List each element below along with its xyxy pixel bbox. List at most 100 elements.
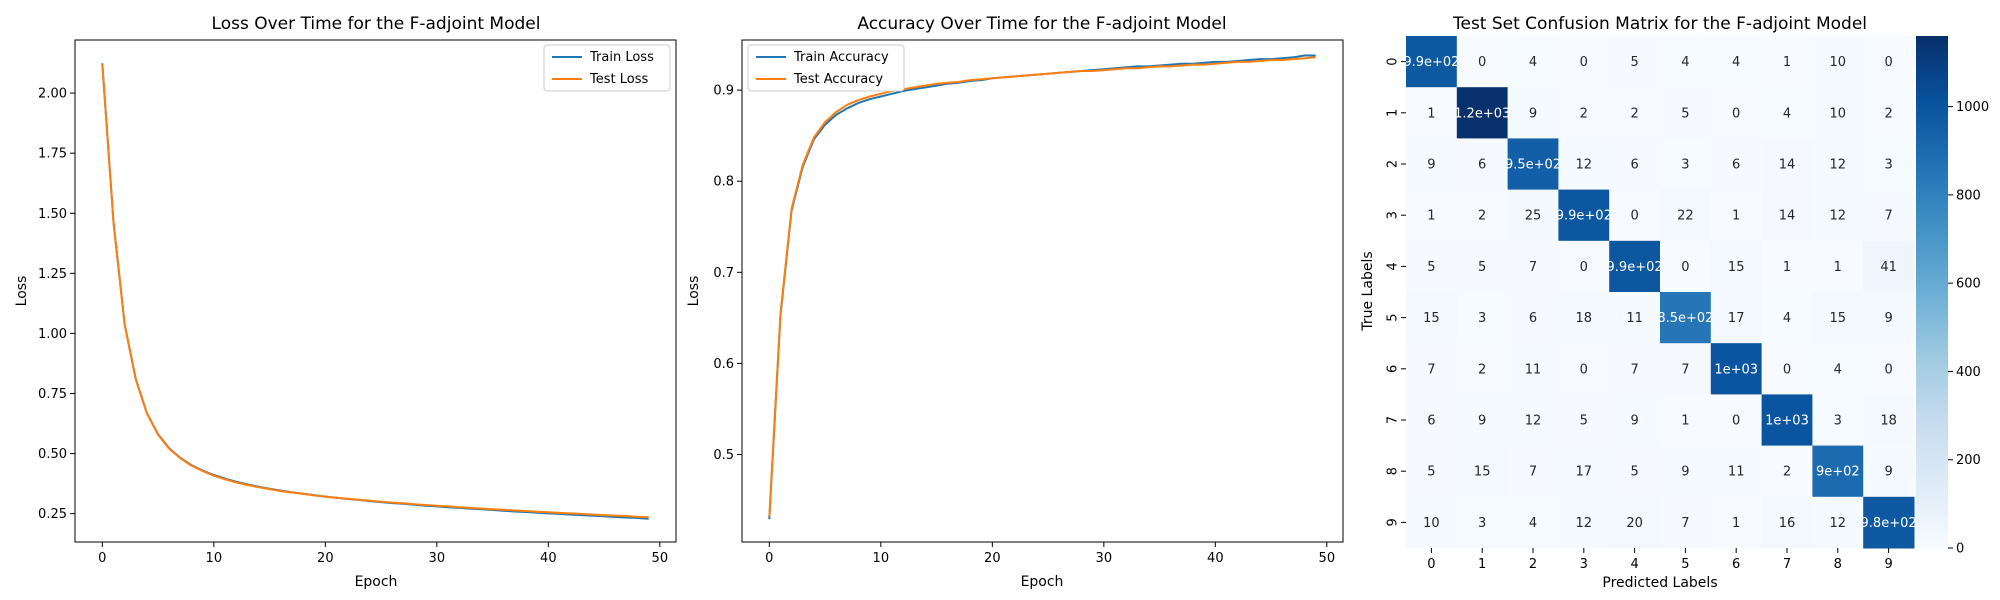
matrix-cell-label: 15 xyxy=(1830,311,1847,326)
matrix-cell xyxy=(1710,445,1763,498)
matrix-cell-label: 3 xyxy=(1834,414,1842,429)
matrix-cell-label: 11 xyxy=(1626,311,1643,326)
matrix-cell-label: 15 xyxy=(1423,311,1440,326)
matrix-cell-label: 17 xyxy=(1728,311,1745,326)
x-tick-label: 20 xyxy=(317,551,334,566)
matrix-cell-label: 9 xyxy=(1884,465,1892,480)
loss-y-ticks: 0.25 0.50 0.75 1.00 1.25 1.50 1.75 2.00 xyxy=(38,87,75,522)
matrix-cell xyxy=(1761,36,1813,88)
confusion-matrix-cells: 9.9e+02 0 4 0 5 4 4 1 10 01 1.2e+03 9 2 2 5 0 4 10 29 6 9.5e… xyxy=(1403,36,1917,549)
matrix-cell-label: 4 xyxy=(1783,311,1791,326)
matrix-cell-label: 5 xyxy=(1478,260,1486,275)
matrix-cell xyxy=(1812,292,1864,344)
loss-x-ticks: 0 10 20 30 40 50 xyxy=(98,542,668,566)
matrix-cell xyxy=(1710,292,1763,344)
matrix-cell-label: 9 xyxy=(1427,158,1435,173)
accuracy-panel: Accuracy Over Time for the F-adjoint Mod… xyxy=(686,14,1344,590)
x-tick-label: 10 xyxy=(873,551,890,566)
matrix-cell-label: 9.9e+02 xyxy=(1403,55,1459,70)
matrix-cell xyxy=(1406,292,1458,344)
x-tick-label: 2 xyxy=(1529,557,1537,572)
matrix-cell-label: 12 xyxy=(1525,414,1542,429)
x-tick-label: 9 xyxy=(1884,557,1892,572)
x-tick-label: 0 xyxy=(765,551,773,566)
colorbar-tick-label: 0 xyxy=(1956,542,1964,557)
matrix-cell xyxy=(1660,36,1712,88)
matrix-cell-label: 0 xyxy=(1580,260,1588,275)
x-tick-label: 50 xyxy=(1319,551,1336,566)
x-tick-label: 50 xyxy=(652,551,669,566)
matrix-cell xyxy=(1609,445,1661,498)
matrix-cell xyxy=(1812,36,1864,88)
matrix-cell xyxy=(1456,138,1509,191)
matrix-cell xyxy=(1660,394,1712,447)
matrix-cell xyxy=(1609,240,1661,293)
matrix-cell xyxy=(1507,36,1559,88)
matrix-cell-label: 11 xyxy=(1525,362,1542,377)
matrix-cell xyxy=(1812,343,1864,395)
y-tick-label: 0.6 xyxy=(713,357,734,372)
matrix-cell xyxy=(1812,240,1864,293)
matrix-cell xyxy=(1863,87,1915,139)
matrix-cell-label: 12 xyxy=(1830,158,1847,173)
matrix-cell-label: 7 xyxy=(1427,362,1435,377)
matrix-cell xyxy=(1812,189,1864,242)
matrix-cell-label: 11 xyxy=(1728,465,1745,480)
matrix-cell-label: 5 xyxy=(1427,465,1435,480)
matrix-cell xyxy=(1609,138,1661,191)
confusion-y-label: True Labels xyxy=(1360,251,1376,331)
matrix-cell-label: 1 xyxy=(1427,106,1435,121)
legend-label-train-accuracy: Train Accuracy xyxy=(793,50,889,65)
colorbar-tick-label: 200 xyxy=(1956,453,1981,468)
matrix-cell xyxy=(1812,87,1864,139)
matrix-cell xyxy=(1558,445,1610,498)
matrix-cell-label: 7 xyxy=(1630,362,1638,377)
x-tick-label: 30 xyxy=(1096,551,1113,566)
y-tick-label: 0 xyxy=(1386,57,1401,65)
matrix-cell-label: 1.2e+03 xyxy=(1454,106,1510,121)
matrix-cell xyxy=(1863,240,1915,293)
confusion-panel: Test Set Confusion Matrix for the F-adjo… xyxy=(1360,14,1917,591)
matrix-cell-label: 4 xyxy=(1783,106,1791,121)
matrix-cell xyxy=(1406,445,1458,498)
matrix-cell-label: 14 xyxy=(1779,209,1796,224)
x-tick-label: 40 xyxy=(1207,551,1224,566)
matrix-cell-label: 14 xyxy=(1779,158,1796,173)
matrix-cell-label: 1 xyxy=(1732,516,1740,531)
matrix-cell xyxy=(1710,138,1763,191)
y-tick-label: 0.50 xyxy=(38,447,67,462)
y-tick-label: 8 xyxy=(1386,467,1401,475)
y-tick-label: 0.8 xyxy=(713,175,734,190)
matrix-cell-label: 0 xyxy=(1630,209,1638,224)
colorbar-ticks: 0 200 400 600 800 1000 xyxy=(1948,100,1989,557)
matrix-cell-label: 6 xyxy=(1427,414,1435,429)
y-tick-label: 2 xyxy=(1386,160,1401,168)
confusion-x-label: Predicted Labels xyxy=(1602,575,1717,591)
matrix-cell-label: 0 xyxy=(1732,414,1740,429)
matrix-cell-label: 25 xyxy=(1525,209,1542,224)
y-tick-label: 1.50 xyxy=(38,207,67,222)
matrix-cell xyxy=(1609,496,1661,549)
matrix-cell xyxy=(1660,445,1712,498)
matrix-cell xyxy=(1863,36,1915,88)
series-line-test-loss xyxy=(101,64,649,519)
matrix-cell-label: 8.5e+02 xyxy=(1657,311,1713,326)
y-tick-label: 6 xyxy=(1386,365,1401,373)
matrix-cell-label: 9.9e+02 xyxy=(1607,260,1663,275)
matrix-cell-label: 7 xyxy=(1681,362,1689,377)
loss-x-label: Epoch xyxy=(355,574,398,590)
y-tick-label: 4 xyxy=(1386,262,1401,270)
matrix-cell-label: 12 xyxy=(1576,516,1593,531)
y-tick-label: 0.75 xyxy=(38,387,67,402)
matrix-cell xyxy=(1710,240,1763,293)
matrix-cell-label: 17 xyxy=(1576,465,1593,480)
y-tick-label: 0.25 xyxy=(38,507,67,522)
matrix-cell xyxy=(1710,343,1763,395)
matrix-cell xyxy=(1761,496,1813,549)
x-tick-label: 4 xyxy=(1630,557,1638,572)
matrix-cell-label: 6 xyxy=(1478,158,1486,173)
matrix-cell xyxy=(1558,240,1610,293)
matrix-cell-label: 41 xyxy=(1880,260,1897,275)
matrix-cell xyxy=(1507,343,1559,395)
